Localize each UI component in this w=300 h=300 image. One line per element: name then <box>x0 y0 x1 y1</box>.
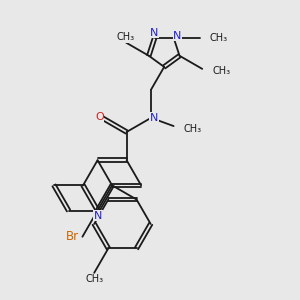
Text: CH₃: CH₃ <box>184 124 202 134</box>
Text: N: N <box>150 28 158 38</box>
Text: N: N <box>94 211 102 221</box>
Text: Br: Br <box>66 230 79 243</box>
Text: CH₃: CH₃ <box>210 33 228 43</box>
Text: CH₃: CH₃ <box>212 66 230 76</box>
Text: CH₃: CH₃ <box>116 32 134 42</box>
Text: N: N <box>173 31 182 41</box>
Text: N: N <box>150 113 158 123</box>
Text: O: O <box>95 112 104 122</box>
Text: CH₃: CH₃ <box>85 274 104 284</box>
